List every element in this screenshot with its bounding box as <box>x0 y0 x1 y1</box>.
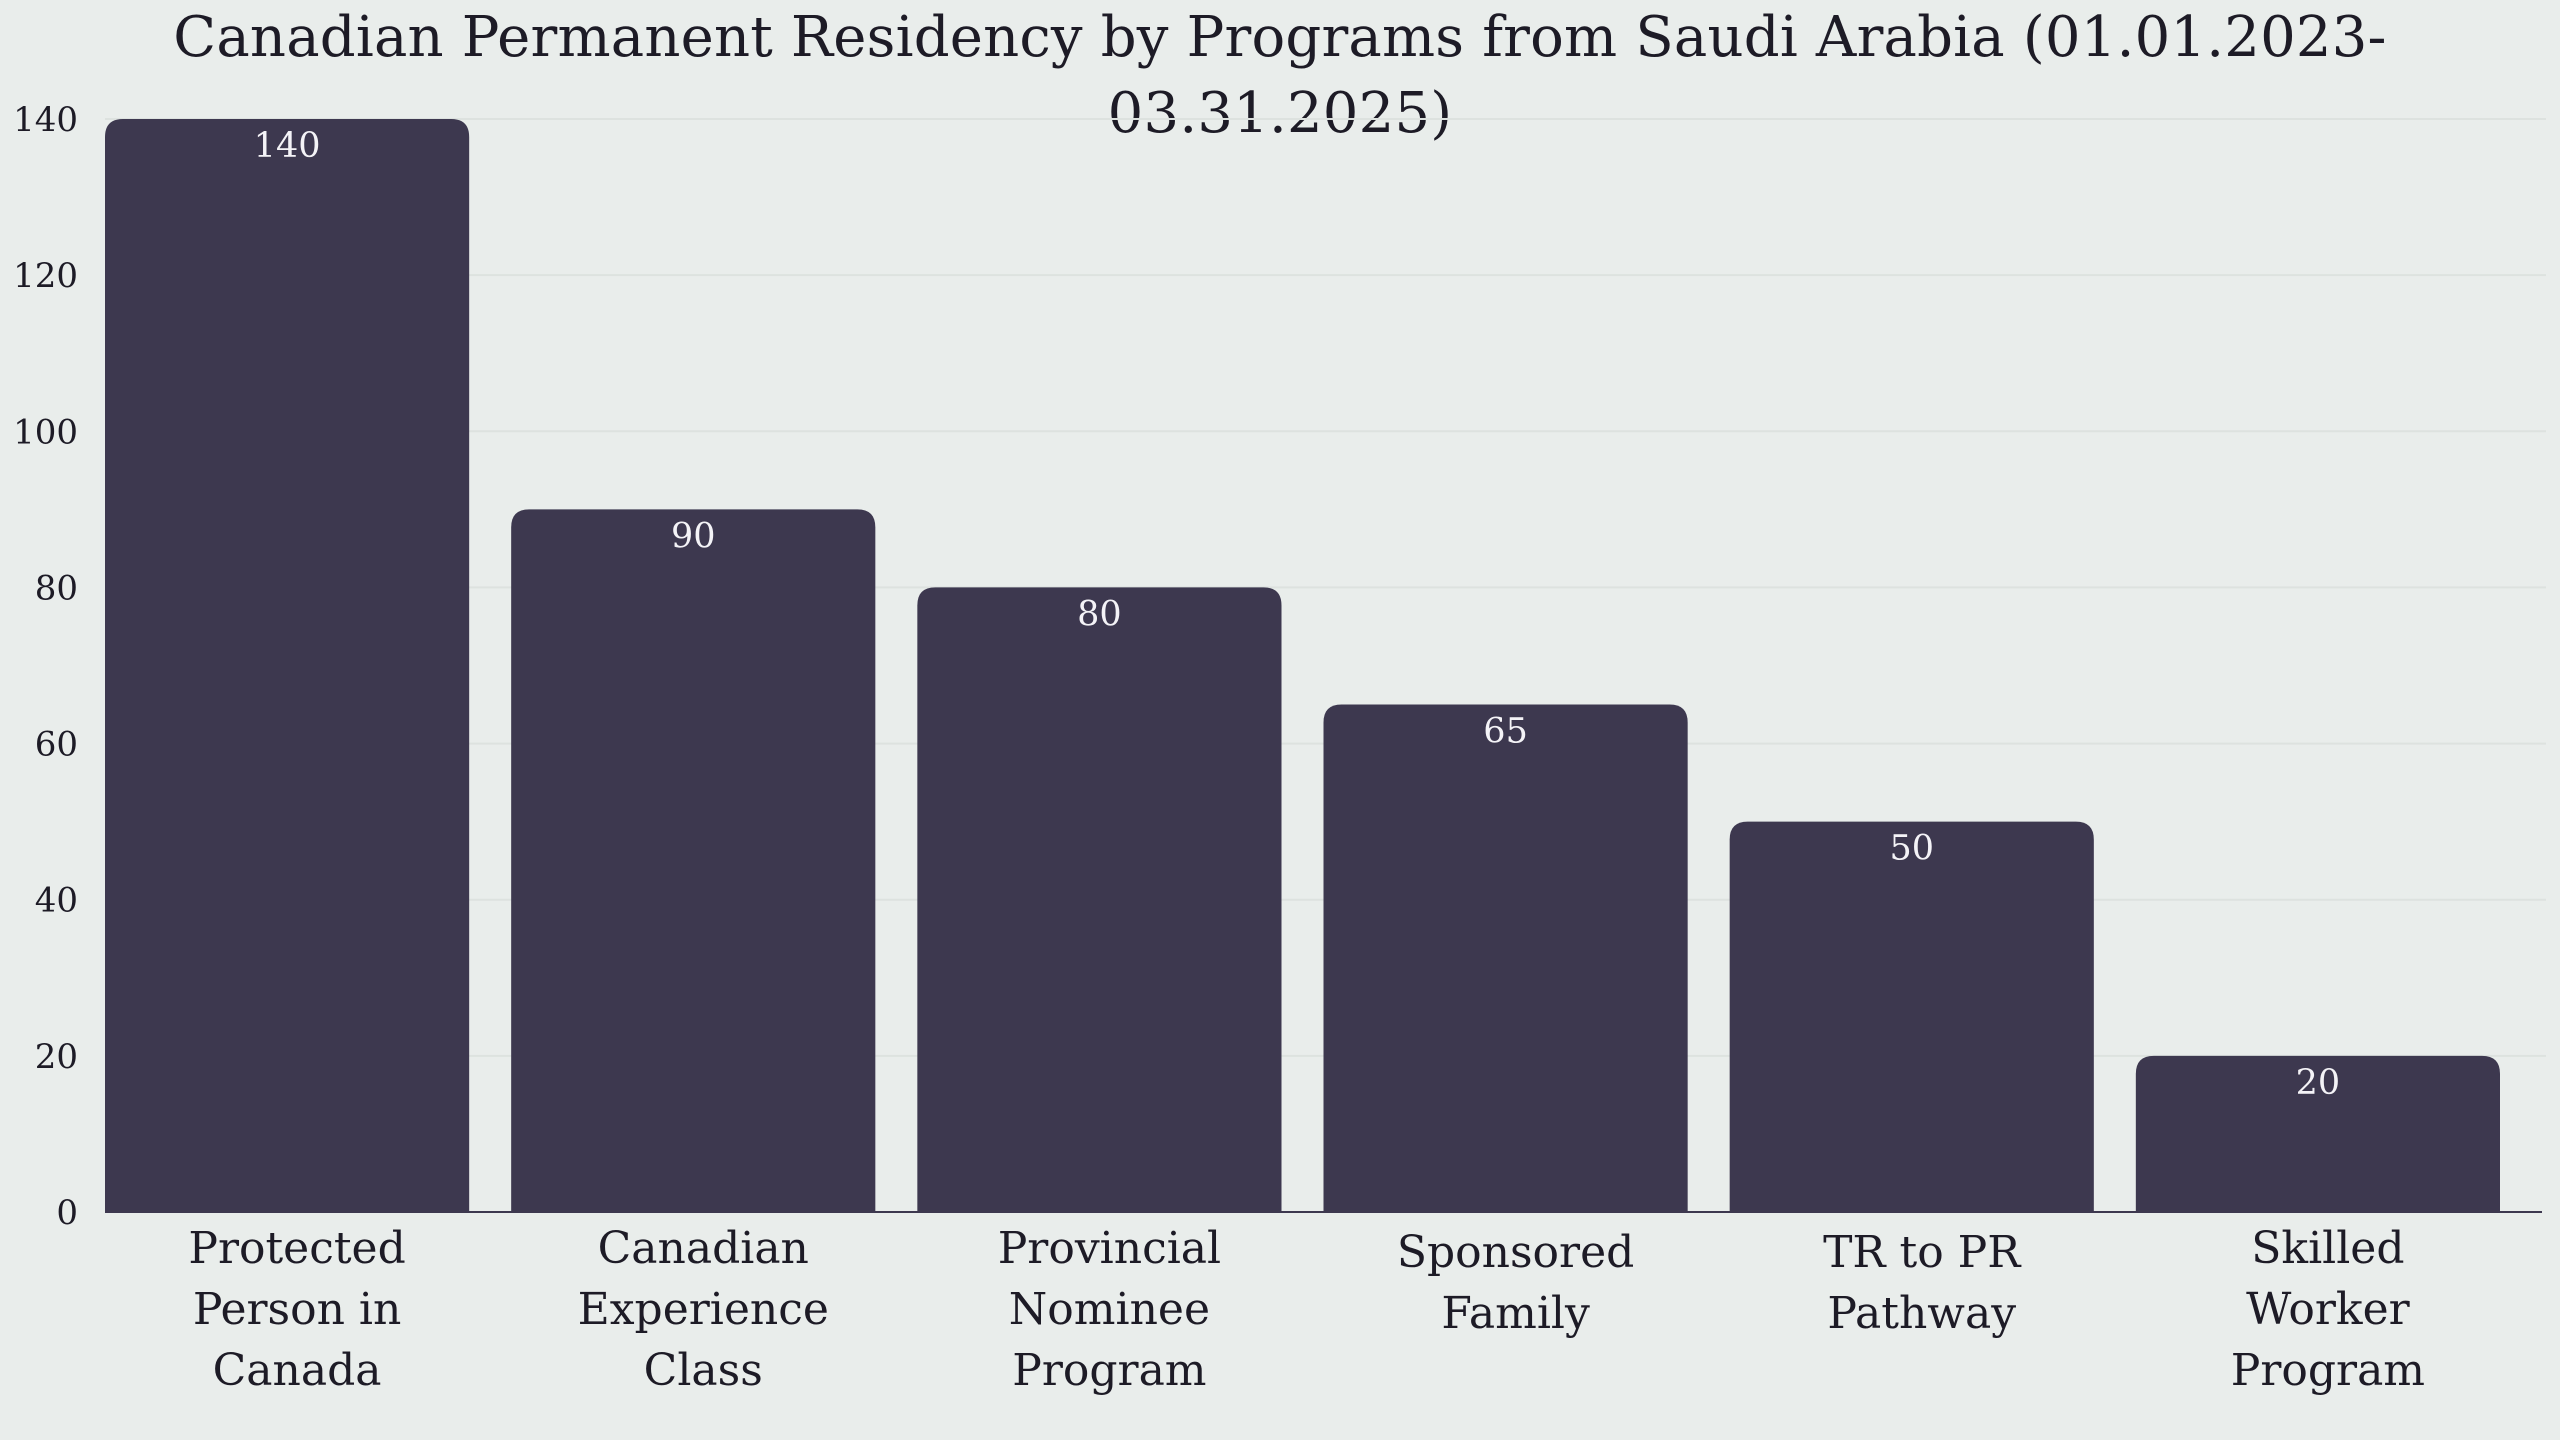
x-tick-label-line: Program <box>1012 1345 1207 1396</box>
bar <box>1323 704 1688 1212</box>
x-tick-label: TR to PR Pathway <box>1737 1222 2107 1344</box>
x-tick-label-line: Family <box>1441 1288 1590 1339</box>
bar <box>105 119 470 1212</box>
bar-value-label: 90 <box>671 516 716 556</box>
y-tick-label: 100 <box>13 412 78 452</box>
bar <box>917 587 1282 1212</box>
y-axis-tick-labels: 0 20 40 60 80 100 120 140 <box>13 100 78 1233</box>
y-tick-label: 140 <box>13 100 78 140</box>
bar <box>2135 1055 2500 1212</box>
y-tick-label: 40 <box>35 881 78 921</box>
x-tick-label-line: Class <box>643 1345 763 1396</box>
y-tick-label: 0 <box>56 1193 78 1233</box>
x-tick-label-line: Person in <box>192 1284 402 1335</box>
y-tick-label: 60 <box>35 725 78 765</box>
bar-value-label: 65 <box>1483 712 1528 752</box>
x-tick-label-line: Canada <box>212 1345 382 1396</box>
x-tick-label-line: Worker <box>2246 1284 2410 1335</box>
y-tick-label: 20 <box>35 1037 78 1077</box>
x-tick-label: Sponsored Family <box>1331 1222 1701 1344</box>
bar <box>1729 821 2094 1212</box>
x-tick-label-line: Experience <box>577 1284 829 1335</box>
chart-title: Canadian Permanent Residency by Programs… <box>173 5 2387 146</box>
x-tick-label-line: Provincial <box>997 1223 1222 1274</box>
bar-value-label: 140 <box>254 126 321 166</box>
bar <box>511 509 876 1212</box>
x-tick-label-line: TR to PR <box>1823 1227 2021 1278</box>
x-tick-label-line: Nominee <box>1008 1284 1210 1335</box>
x-tick-label-line: Skilled <box>2251 1223 2405 1274</box>
x-tick-label: Skilled Worker Program <box>2143 1218 2513 1401</box>
bar-value-label: 50 <box>1889 829 1934 869</box>
bar-value-labels: 140 90 80 65 50 20 <box>254 126 2341 1103</box>
x-tick-label-line: Pathway <box>1827 1288 2017 1339</box>
x-axis-tick-labels: Protected Person in Canada Canadian Experien… <box>0 1218 2560 1418</box>
x-tick-label: Canadian Experience Class <box>518 1218 888 1401</box>
bar-value-label: 20 <box>2296 1063 2341 1103</box>
x-tick-label: Provincial Nominee Program <box>924 1218 1294 1401</box>
x-tick-label: Protected Person in Canada <box>112 1218 482 1401</box>
x-tick-label-line: Program <box>2230 1345 2426 1396</box>
bar-value-label: 80 <box>1077 594 1122 634</box>
bars <box>105 119 2500 1212</box>
x-tick-label-line: Protected <box>188 1223 406 1274</box>
x-tick-label-line: Canadian <box>597 1223 809 1274</box>
y-tick-label: 80 <box>35 568 78 608</box>
x-tick-label-line: Sponsored <box>1396 1227 1635 1278</box>
y-tick-label: 120 <box>13 256 78 296</box>
